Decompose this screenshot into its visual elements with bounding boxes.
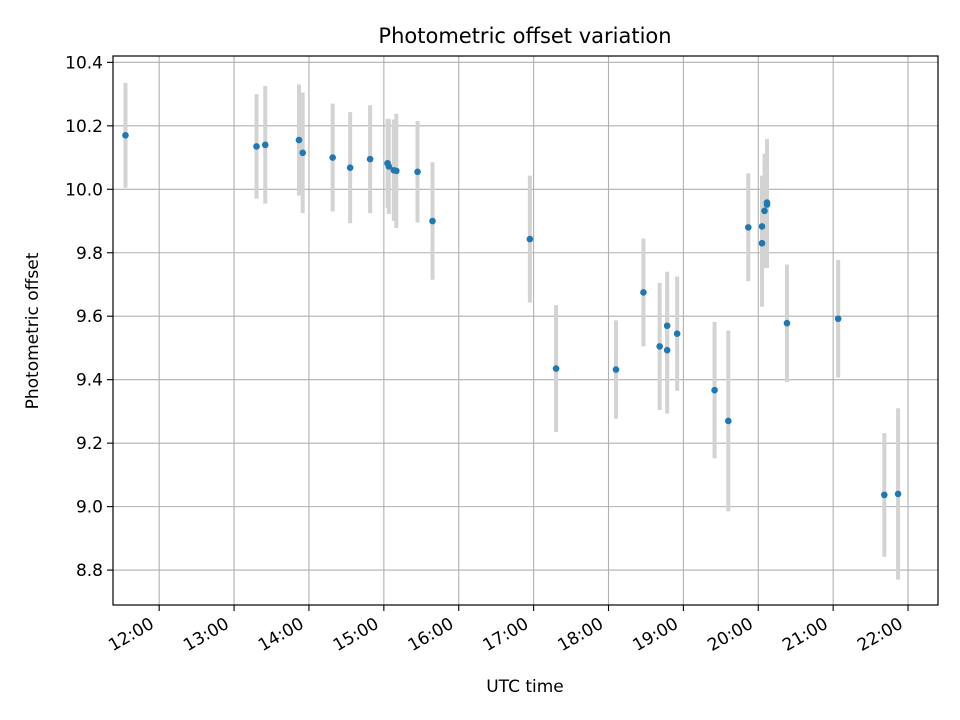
- data-point: [393, 167, 400, 175]
- grid: [113, 56, 938, 605]
- x-axis-label: UTC time: [486, 677, 564, 697]
- data-point: [656, 343, 663, 350]
- y-axis: 8.8 9.0 9.2 9.4 9.6 9.8 10.0 10.2 10.4: [65, 53, 113, 581]
- chart-title: Photometric offset variation: [378, 24, 671, 48]
- data-point: [295, 136, 303, 144]
- data-point: [366, 155, 374, 163]
- y-tick-label: 10.4: [65, 53, 103, 73]
- data-point: [429, 217, 436, 225]
- data-point: [711, 386, 718, 394]
- data-point: [673, 330, 681, 337]
- y-tick-label: 9.4: [76, 371, 103, 391]
- data-point: [261, 141, 269, 149]
- data-point: [834, 315, 842, 323]
- data-point: [783, 319, 791, 327]
- data-point: [725, 417, 732, 425]
- data-point: [640, 289, 647, 296]
- y-tick-label: 10.2: [65, 117, 103, 137]
- y-axis-label: Photometric offset: [23, 252, 43, 409]
- y-tick-label: 8.8: [76, 561, 103, 581]
- data-point: [758, 239, 766, 247]
- data-point: [385, 163, 393, 170]
- data-point: [663, 322, 671, 330]
- data-point: [526, 235, 534, 243]
- data-point: [299, 149, 307, 157]
- data-point: [763, 201, 771, 208]
- data-point: [346, 164, 354, 172]
- data-points: [122, 132, 902, 499]
- y-tick-label: 9.6: [76, 307, 103, 327]
- plot-frame: [112, 55, 939, 606]
- data-point: [414, 168, 421, 176]
- y-tick-label: 10.0: [65, 180, 103, 200]
- y-tick-label: 9.2: [76, 434, 103, 454]
- data-point: [894, 490, 902, 498]
- data-point: [552, 365, 560, 372]
- data-point: [761, 207, 768, 215]
- data-point: [122, 132, 129, 139]
- data-point: [744, 224, 752, 231]
- data-point: [612, 366, 620, 373]
- y-tick-label: 9.0: [76, 498, 103, 518]
- data-point: [758, 223, 766, 230]
- data-point: [881, 491, 888, 499]
- data-point: [253, 143, 260, 150]
- data-point: [329, 154, 336, 161]
- data-point: [663, 346, 671, 354]
- y-tick-label: 9.8: [76, 244, 103, 264]
